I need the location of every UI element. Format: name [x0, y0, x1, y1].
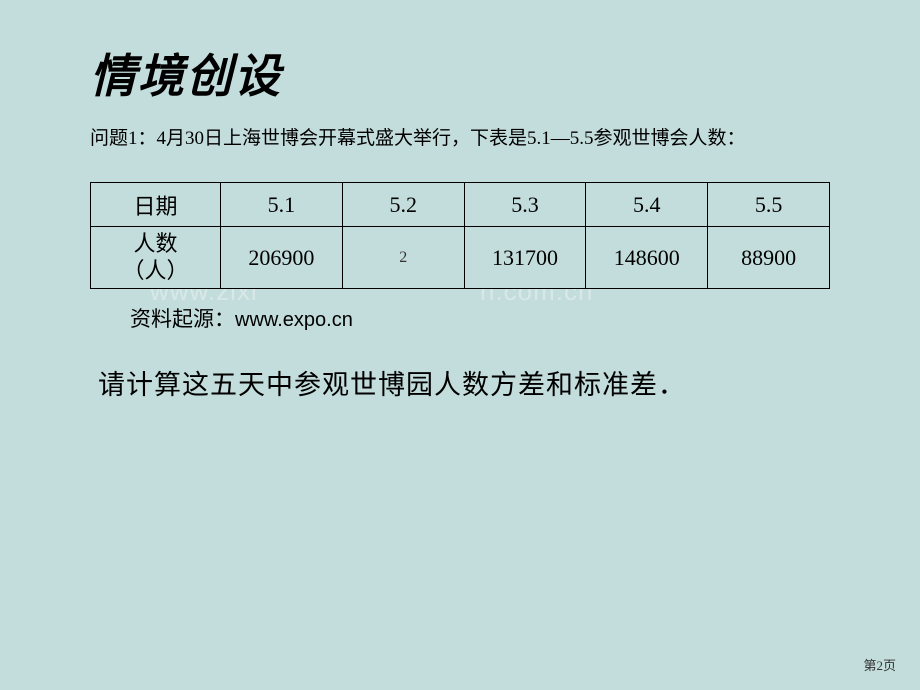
table-cell-date: 5.2: [342, 183, 464, 227]
table-cell-count: 148600: [586, 227, 708, 289]
slide-title: 情境创设: [90, 40, 830, 106]
table-cell-count: 131700: [464, 227, 586, 289]
row-label-count-l1: 人数: [133, 231, 177, 256]
page-number: 第2页: [863, 655, 896, 674]
table-row: 人数 （人） 206900 2 131700 148600 88900: [91, 227, 830, 289]
row-label-date: 日期: [91, 183, 221, 227]
table-cell-date: 5.1: [221, 183, 343, 227]
table-cell-date: 5.4: [586, 183, 708, 227]
data-table-wrap: 日期 5.1 5.2 5.3 5.4 5.5 人数 （人） 206900 2 1…: [90, 182, 830, 289]
slide: 情境创设 问题1：4月30日上海世博会开幕式盛大举行，下表是5.1—5.5参观世…: [0, 0, 920, 690]
table-row: 日期 5.1 5.2 5.3 5.4 5.5: [91, 183, 830, 227]
row-label-count: 人数 （人）: [91, 227, 221, 289]
table-cell-count: 88900: [708, 227, 830, 289]
question-text: 请计算这五天中参观世博园人数方差和标准差．: [98, 363, 830, 402]
row-label-count-l2: （人）: [122, 258, 188, 283]
table-cell-count: 206900: [221, 227, 343, 289]
problem-text: 问题1：4月30日上海世博会开幕式盛大举行，下表是5.1—5.5参观世博会人数：: [90, 124, 830, 154]
source-url: www.expo.cn: [235, 309, 353, 331]
source-prefix: 资料起源：: [130, 307, 235, 331]
data-table: 日期 5.1 5.2 5.3 5.4 5.5 人数 （人） 206900 2 1…: [90, 182, 830, 289]
source-line: 资料起源：www.expo.cn: [130, 303, 830, 333]
table-cell-date: 5.3: [464, 183, 586, 227]
table-cell-date: 5.5: [708, 183, 830, 227]
table-cell-count: 2: [342, 227, 464, 289]
